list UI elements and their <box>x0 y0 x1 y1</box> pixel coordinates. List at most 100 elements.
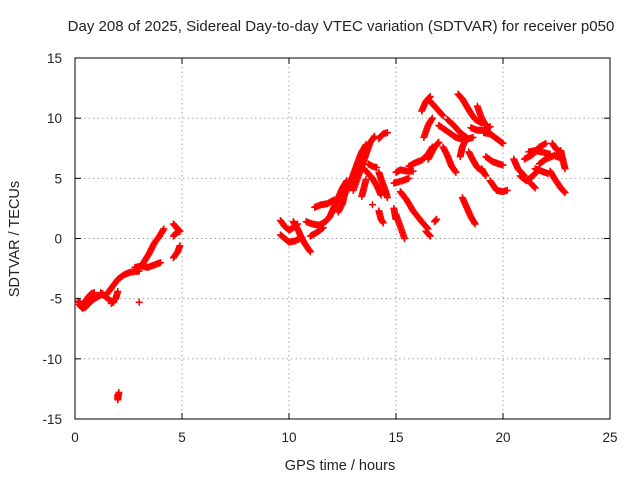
series-arc17 <box>306 224 327 240</box>
series-arc31 <box>390 174 413 187</box>
y-axis-label: SDTVAR / TECUs <box>7 181 23 297</box>
series-arc60 <box>546 167 569 197</box>
series-arc9 <box>169 242 184 262</box>
series-arc53 <box>473 102 490 129</box>
series-arc5 <box>107 287 122 307</box>
data-point <box>503 186 511 194</box>
x-tick-label: 0 <box>71 430 79 445</box>
data-point <box>370 133 378 141</box>
data-point <box>435 138 443 146</box>
data-point <box>499 161 507 169</box>
series-arc28 <box>375 207 387 227</box>
data-point <box>362 176 370 184</box>
data-point <box>318 224 326 232</box>
series-arc38 <box>426 97 447 120</box>
data-point <box>460 138 468 146</box>
data-point <box>434 139 442 147</box>
data-markers <box>74 90 569 404</box>
y-tick-label: 0 <box>54 232 62 247</box>
series-arc23 <box>360 165 385 199</box>
series-arc45 <box>443 115 471 141</box>
series-arc27 <box>375 168 391 202</box>
x-axis-label: GPS time / hours <box>285 458 395 474</box>
data-point <box>90 289 98 297</box>
data-point <box>115 389 123 397</box>
series-arc63 <box>557 147 569 173</box>
data-point <box>471 220 479 228</box>
data-point <box>306 247 314 255</box>
data-point <box>306 248 314 256</box>
series-arc6 <box>131 259 165 271</box>
data-point <box>530 183 538 191</box>
data-point <box>498 139 506 147</box>
series-arc25 <box>358 176 370 200</box>
series-arc26 <box>364 160 381 172</box>
data-point <box>469 133 477 141</box>
y-tick-label: 5 <box>54 171 62 186</box>
data-point <box>486 123 494 131</box>
data-point <box>561 165 569 173</box>
data-point <box>482 121 490 129</box>
series-arc64 <box>548 139 565 156</box>
data-point <box>544 170 552 178</box>
series-arc24 <box>375 129 391 143</box>
x-tick-label: 5 <box>178 430 186 445</box>
series-arc52 <box>486 177 511 196</box>
data-point <box>451 167 459 175</box>
series-arc54 <box>478 165 490 180</box>
data-point <box>425 93 433 101</box>
y-tick-label: -10 <box>42 352 62 367</box>
data-point <box>176 227 184 235</box>
data-point <box>426 232 434 240</box>
series-arc62 <box>527 179 539 192</box>
series-arc51 <box>482 153 507 169</box>
y-tick-label: -15 <box>42 412 62 427</box>
series-arc58 <box>525 147 554 158</box>
series-arc29 <box>368 201 376 209</box>
y-tick-label: -5 <box>50 292 62 307</box>
data-point <box>383 194 391 202</box>
data-point <box>542 139 550 147</box>
data-point <box>463 133 471 141</box>
data-point <box>383 129 391 137</box>
data-point <box>499 139 507 147</box>
series-arc47 <box>458 194 479 228</box>
data-point <box>560 188 568 196</box>
series-arc43 <box>439 143 460 176</box>
series-arc46 <box>456 138 468 161</box>
x-tick-label: 20 <box>495 430 510 445</box>
data-point <box>371 132 379 140</box>
series-arc39 <box>420 114 436 141</box>
data-point <box>439 112 447 120</box>
series-arc61 <box>531 165 552 178</box>
series-arc19 <box>326 177 351 221</box>
axis-ticks: 0 5 10 15 20 25 -15 -10 -5 0 5 10 15 <box>42 51 617 445</box>
data-point <box>438 111 446 119</box>
series-arc20 <box>334 183 353 216</box>
series-arc15 <box>289 218 314 256</box>
series-arc55 <box>510 155 528 180</box>
series-arc32 <box>392 166 417 176</box>
data-point <box>462 133 470 141</box>
y-tick-label: 10 <box>47 111 62 126</box>
data-point <box>401 235 409 242</box>
data-point <box>373 164 381 172</box>
series-arc11 <box>114 389 123 404</box>
series-arc4 <box>103 267 143 298</box>
data-point <box>482 172 490 180</box>
data-point <box>409 167 417 175</box>
data-point <box>319 224 327 232</box>
chart-title: Day 208 of 2025, Sidereal Day-to-day VTE… <box>68 18 615 35</box>
data-point <box>433 215 441 223</box>
series-arc40 <box>424 138 443 163</box>
data-point <box>176 242 184 250</box>
data-point <box>405 174 413 182</box>
data-point <box>157 259 165 267</box>
data-point <box>425 231 433 239</box>
data-point <box>160 225 168 233</box>
data-point <box>561 189 569 197</box>
x-tick-label: 10 <box>281 430 296 445</box>
data-point <box>452 168 460 176</box>
series-arc50 <box>480 129 507 147</box>
